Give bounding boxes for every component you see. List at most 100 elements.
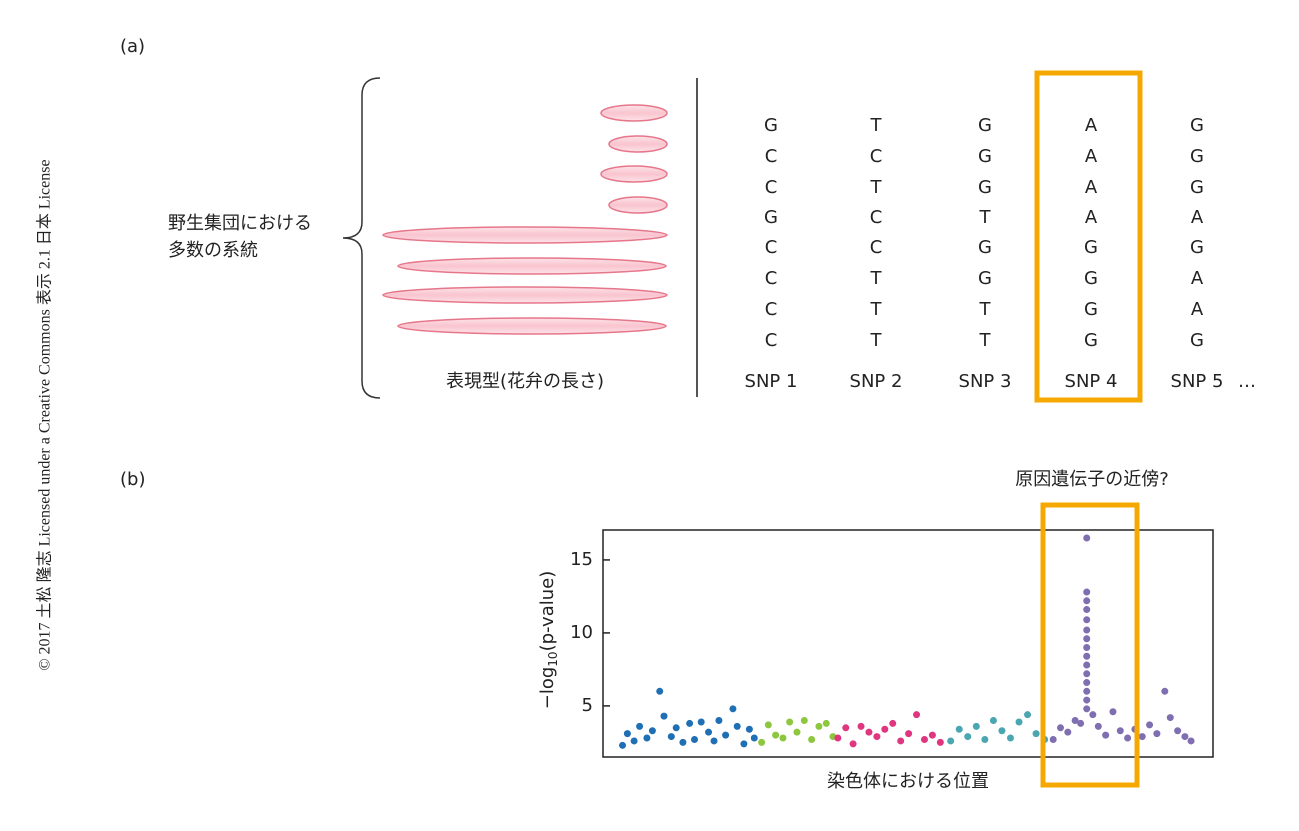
allele: A (1085, 207, 1098, 228)
point (1124, 734, 1132, 742)
points (619, 534, 1195, 749)
point (1015, 718, 1023, 726)
point (745, 725, 753, 733)
allele: G (1190, 115, 1204, 136)
point (873, 733, 881, 741)
point (779, 734, 787, 742)
point (733, 722, 741, 730)
point (881, 725, 889, 733)
allele: T (870, 268, 883, 289)
allele: T (870, 177, 883, 198)
allele: A (1085, 115, 1098, 136)
point (660, 712, 668, 720)
point (1166, 714, 1174, 722)
allele: T (870, 330, 883, 351)
point (964, 733, 972, 741)
point (623, 730, 631, 738)
point (905, 730, 913, 738)
point (947, 737, 955, 745)
point (1174, 727, 1182, 735)
point (1138, 733, 1146, 741)
snp-name: SNP 3 (959, 371, 1012, 392)
point (822, 719, 830, 727)
allele: G (978, 115, 992, 136)
snp-name: SNP 2 (850, 371, 903, 392)
allele: G (978, 146, 992, 167)
point (1109, 708, 1117, 716)
allele: T (870, 115, 883, 136)
group-label: 野生集団における (168, 213, 312, 234)
brace (342, 77, 381, 399)
plot-frame (602, 529, 1214, 758)
y-tick-label: 5 (582, 695, 593, 716)
point (672, 724, 680, 732)
allele: G (764, 207, 778, 228)
point (1083, 661, 1091, 669)
allele: T (979, 330, 992, 351)
point (630, 737, 638, 745)
y-label-part: −log (537, 667, 558, 710)
point (710, 737, 718, 745)
point (1083, 606, 1091, 614)
point (722, 731, 730, 739)
snp-name: SNP 4 (1065, 371, 1118, 392)
point (715, 717, 723, 725)
allele: C (765, 299, 778, 320)
point (1116, 727, 1124, 735)
y-tick-label: 10 (570, 622, 593, 643)
allele: A (1085, 146, 1098, 167)
y-label-part: (p-value) (537, 571, 558, 652)
point (636, 722, 644, 730)
petals (382, 104, 668, 335)
point (1083, 670, 1091, 678)
highlight-box (1034, 70, 1143, 403)
y-axis-label: −log10(p-value) (537, 571, 560, 709)
allele: G (1084, 268, 1098, 289)
point (1146, 721, 1154, 729)
point (981, 735, 989, 743)
point (920, 735, 928, 743)
allele: G (1084, 237, 1098, 258)
point (989, 717, 997, 725)
point (679, 738, 687, 746)
point (697, 718, 705, 726)
point (1102, 731, 1110, 739)
allele: C (870, 207, 883, 228)
allele: C (870, 237, 883, 258)
allele: T (870, 299, 883, 320)
point (643, 734, 651, 742)
point (1181, 733, 1189, 741)
point (1089, 711, 1097, 719)
point (808, 735, 816, 743)
point (1006, 734, 1014, 742)
allele: G (1084, 299, 1098, 320)
point (758, 738, 766, 746)
point (1083, 635, 1091, 643)
snp-name: SNP 5 (1171, 371, 1224, 392)
point (936, 738, 944, 746)
point (1057, 724, 1064, 732)
point (913, 711, 921, 719)
point (1161, 687, 1169, 695)
ellipsis: … (1238, 371, 1256, 392)
point (849, 740, 857, 748)
point (793, 728, 801, 736)
point (1024, 711, 1032, 719)
point (800, 717, 808, 725)
group-label: 多数の系統 (168, 240, 258, 261)
point (897, 737, 905, 745)
point (1083, 696, 1091, 704)
point (764, 721, 772, 729)
point (998, 727, 1006, 735)
point (786, 718, 794, 726)
point (1083, 679, 1091, 687)
point (1083, 705, 1091, 713)
allele: A (1191, 268, 1204, 289)
allele: A (1191, 207, 1204, 228)
allele: G (1084, 330, 1098, 351)
panel-label: (a) (120, 36, 145, 57)
point (729, 705, 737, 713)
point (1064, 728, 1072, 736)
y-tick-label: 15 (570, 549, 593, 570)
